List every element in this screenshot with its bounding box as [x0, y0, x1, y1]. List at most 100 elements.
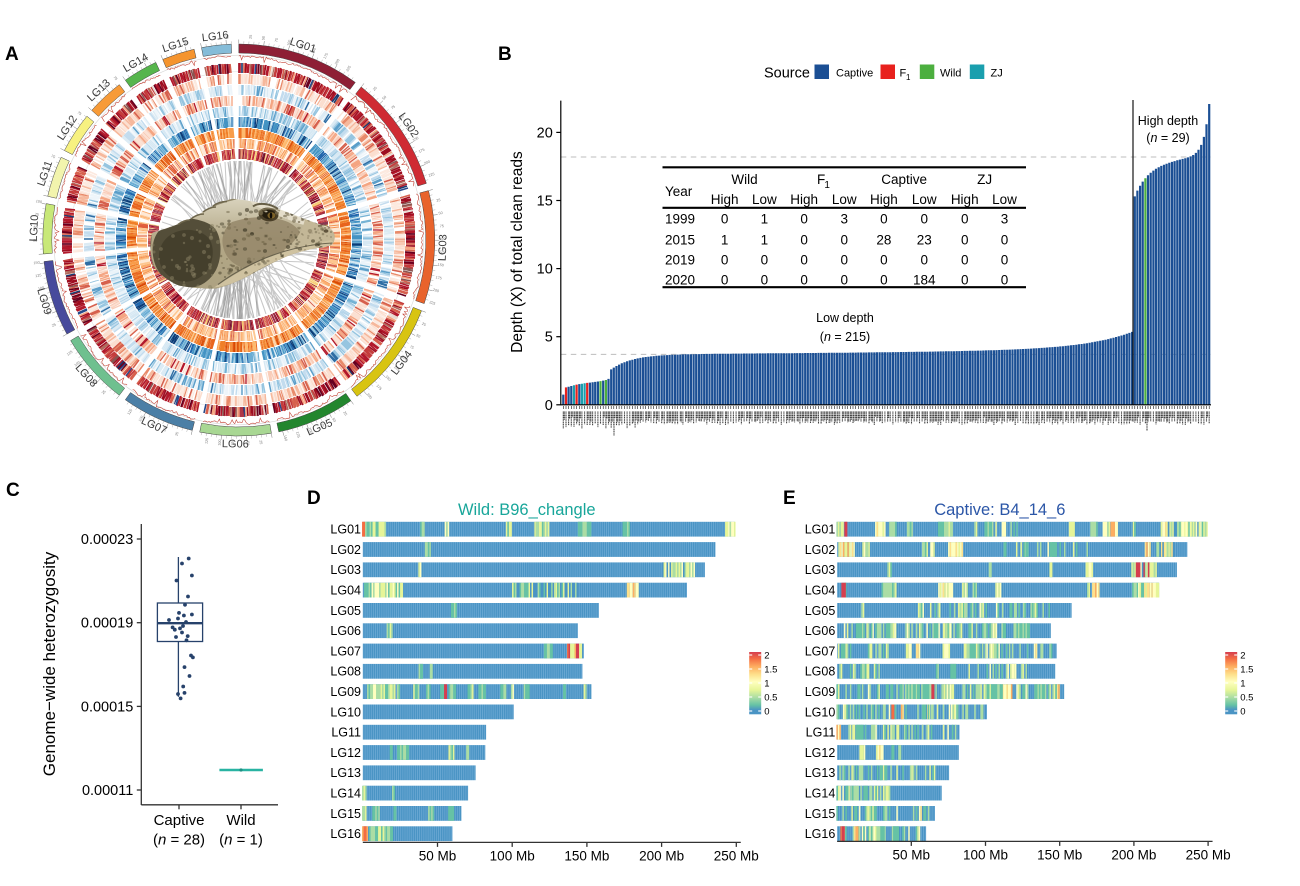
svg-text:75: 75: [150, 422, 155, 427]
svg-text:LG14: LG14: [330, 787, 361, 801]
svg-text:ZJ: ZJ: [991, 68, 1003, 80]
svg-text:200: 200: [366, 393, 373, 400]
svg-text:0: 0: [764, 707, 769, 718]
svg-text:0: 0: [921, 253, 929, 268]
svg-text:LG16: LG16: [201, 29, 229, 44]
svg-text:LG16: LG16: [330, 827, 361, 841]
svg-text:25: 25: [372, 86, 378, 92]
svg-text:75: 75: [112, 75, 118, 81]
svg-text:125: 125: [299, 43, 305, 50]
svg-text:Wild: Wild: [940, 68, 961, 80]
svg-text:Depth (X) of total clean reads: Depth (X) of total clean reads: [509, 151, 526, 353]
svg-text:0: 0: [800, 253, 808, 268]
svg-text:75: 75: [231, 441, 235, 445]
svg-text:100: 100: [218, 439, 223, 445]
svg-text:100: 100: [74, 360, 81, 367]
svg-text:0: 0: [800, 233, 808, 248]
svg-text:25: 25: [51, 323, 56, 328]
svg-text:LG10: LG10: [28, 214, 41, 242]
svg-text:0.00023: 0.00023: [81, 532, 133, 548]
svg-text:0.5: 0.5: [764, 693, 777, 704]
svg-text:50: 50: [162, 427, 167, 432]
svg-text:3: 3: [840, 212, 848, 227]
svg-text:50: 50: [141, 57, 146, 63]
svg-text:LG06: LG06: [330, 624, 361, 638]
svg-text:50: 50: [382, 95, 388, 101]
svg-text:LG02: LG02: [330, 543, 361, 557]
svg-text:0: 0: [761, 253, 769, 268]
svg-text:LG15: LG15: [805, 807, 836, 821]
svg-text:F: F: [817, 172, 825, 187]
svg-text:2: 2: [764, 651, 769, 662]
svg-text:125: 125: [66, 350, 73, 357]
svg-text:50 Mb: 50 Mb: [893, 847, 931, 862]
svg-text:LG03: LG03: [437, 234, 450, 261]
svg-text:LG04: LG04: [805, 584, 836, 598]
svg-text:75: 75: [35, 212, 40, 216]
svg-text:50: 50: [225, 35, 229, 39]
svg-text:Wild: Wild: [731, 172, 757, 187]
svg-text:LG15: LG15: [330, 807, 361, 821]
svg-text:125: 125: [204, 438, 209, 445]
svg-text:225: 225: [345, 65, 352, 72]
svg-text:0.00019: 0.00019: [81, 616, 133, 632]
svg-text:1.5: 1.5: [1240, 665, 1253, 676]
svg-text:Wild: B96_changle: Wild: B96_changle: [458, 501, 596, 519]
svg-text:100: 100: [307, 427, 313, 434]
svg-text:125: 125: [35, 273, 42, 278]
svg-text:LG08: LG08: [330, 665, 361, 679]
svg-text:200 Mb: 200 Mb: [1111, 847, 1156, 862]
svg-text:LG08: LG08: [805, 665, 836, 679]
svg-text:25: 25: [436, 198, 441, 203]
svg-text:LG12: LG12: [805, 746, 836, 760]
svg-text:0: 0: [880, 273, 888, 288]
svg-text:ZJ: ZJ: [977, 172, 992, 187]
svg-text:LG07: LG07: [805, 644, 836, 658]
svg-text:175: 175: [418, 148, 425, 154]
svg-text:50: 50: [46, 166, 51, 171]
svg-text:50: 50: [46, 311, 51, 316]
svg-text:23: 23: [917, 233, 932, 248]
svg-text:1: 1: [906, 73, 911, 82]
svg-text:100: 100: [398, 114, 405, 121]
svg-text:175: 175: [375, 384, 382, 391]
svg-text:High: High: [790, 192, 818, 207]
svg-text:0: 0: [721, 212, 729, 227]
svg-text:(n = 29): (n = 29): [1146, 131, 1189, 145]
svg-text:10: 10: [537, 262, 553, 278]
svg-text:25: 25: [258, 440, 262, 445]
svg-text:50: 50: [183, 41, 188, 46]
svg-text:50: 50: [261, 36, 265, 41]
svg-text:Low: Low: [832, 192, 857, 207]
svg-text:0: 0: [921, 212, 929, 227]
svg-text:0: 0: [721, 253, 729, 268]
svg-text:1: 1: [721, 233, 729, 248]
svg-text:25: 25: [342, 411, 348, 417]
svg-text:Low depth: Low depth: [816, 311, 874, 325]
svg-text:0: 0: [1001, 253, 1009, 268]
svg-text:2: 2: [1240, 651, 1245, 662]
svg-text:50: 50: [33, 225, 37, 229]
svg-text:0: 0: [721, 273, 729, 288]
svg-text:100: 100: [35, 199, 42, 204]
svg-text:15: 15: [537, 194, 553, 210]
svg-text:50 Mb: 50 Mb: [419, 848, 457, 863]
svg-text:LG01: LG01: [805, 523, 836, 537]
svg-text:225: 225: [428, 172, 435, 178]
svg-text:0: 0: [961, 253, 969, 268]
svg-text:200: 200: [334, 58, 340, 65]
svg-text:50: 50: [331, 417, 336, 423]
svg-text:75: 75: [440, 224, 444, 228]
svg-text:(n = 28): (n = 28): [153, 832, 205, 849]
svg-text:2019: 2019: [665, 253, 695, 268]
svg-text:100: 100: [401, 355, 408, 362]
svg-text:LG07: LG07: [330, 644, 361, 658]
svg-text:225: 225: [429, 300, 436, 306]
svg-text:Low: Low: [912, 192, 937, 207]
svg-text:25: 25: [33, 239, 37, 243]
svg-text:125: 125: [405, 125, 412, 132]
svg-text:25: 25: [101, 389, 107, 395]
svg-text:LG01: LG01: [330, 523, 361, 537]
svg-text:High: High: [951, 192, 979, 207]
svg-text:0: 0: [1001, 233, 1009, 248]
